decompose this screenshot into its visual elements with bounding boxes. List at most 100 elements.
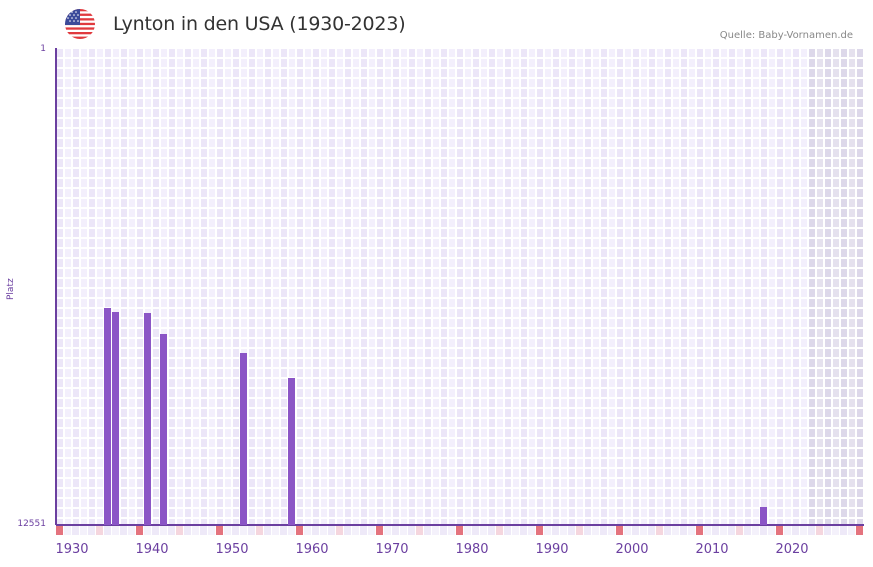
year-marker: [640, 526, 647, 535]
year-marker: [520, 526, 527, 535]
year-marker: [608, 526, 615, 535]
year-marker: [680, 526, 687, 535]
x-tick-2020: 2020: [775, 542, 809, 557]
year-marker: [432, 526, 439, 535]
year-marker: [248, 526, 255, 535]
year-marker: [528, 526, 535, 535]
us-flag-icon: [65, 9, 95, 39]
year-marker: [464, 526, 471, 535]
year-marker: [440, 526, 447, 535]
year-marker: [288, 526, 295, 535]
year-marker: [512, 526, 519, 535]
year-marker: [64, 526, 71, 535]
year-marker: [448, 526, 455, 535]
year-marker: [176, 526, 183, 535]
y-axis-line: [55, 48, 57, 525]
year-marker: [840, 526, 847, 535]
year-marker: [728, 526, 735, 535]
year-marker: [704, 526, 711, 535]
year-marker: [224, 526, 231, 535]
bar-1934[interactable]: [104, 307, 111, 525]
year-marker: [752, 526, 759, 535]
year-marker: [128, 526, 135, 535]
year-marker: [768, 526, 775, 535]
year-marker: [744, 526, 751, 535]
year-marker: [232, 526, 239, 535]
year-marker: [88, 526, 95, 535]
year-marker: [568, 526, 575, 535]
bar-1935[interactable]: [112, 311, 119, 525]
year-marker: [280, 526, 287, 535]
year-marker: [824, 526, 831, 535]
year-marker: [800, 526, 807, 535]
year-marker: [384, 526, 391, 535]
bar-1957[interactable]: [288, 377, 295, 525]
year-marker: [312, 526, 319, 535]
bar-1951[interactable]: [240, 352, 247, 525]
year-marker: [368, 526, 375, 535]
year-marker: [144, 526, 151, 535]
x-tick-1980: 1980: [455, 542, 489, 557]
year-marker: [192, 526, 199, 535]
year-marker: [472, 526, 479, 535]
x-tick-1930: 1930: [55, 542, 89, 557]
year-marker: [816, 526, 823, 535]
year-marker: [200, 526, 207, 535]
year-marker: [296, 526, 303, 535]
year-marker: [848, 526, 855, 535]
year-marker: [72, 526, 79, 535]
year-marker: [672, 526, 679, 535]
bar-2016[interactable]: [760, 506, 767, 525]
year-marker: [344, 526, 351, 535]
year-marker: [336, 526, 343, 535]
y-axis-label: Platz: [6, 278, 16, 300]
plot-area: [57, 49, 863, 525]
year-marker: [168, 526, 175, 535]
bar-1941[interactable]: [160, 333, 167, 525]
year-marker: [560, 526, 567, 535]
year-marker: [136, 526, 143, 535]
year-marker: [80, 526, 87, 535]
year-marker: [152, 526, 159, 535]
year-marker: [320, 526, 327, 535]
x-tick-1970: 1970: [375, 542, 409, 557]
year-marker: [616, 526, 623, 535]
year-marker: [256, 526, 263, 535]
year-marker: [360, 526, 367, 535]
year-marker: [488, 526, 495, 535]
x-tick-1990: 1990: [535, 542, 569, 557]
year-marker: [96, 526, 103, 535]
year-marker: [576, 526, 583, 535]
x-tick-1940: 1940: [135, 542, 169, 557]
year-marker: [184, 526, 191, 535]
year-marker: [648, 526, 655, 535]
year-marker: [208, 526, 215, 535]
year-marker: [536, 526, 543, 535]
year-marker: [408, 526, 415, 535]
year-marker: [696, 526, 703, 535]
source-label: Quelle: Baby-Vornamen.de: [719, 30, 853, 41]
y-tick-top: 1: [40, 44, 46, 54]
year-marker: [104, 526, 111, 535]
year-marker: [272, 526, 279, 535]
year-marker: [584, 526, 591, 535]
year-marker: [496, 526, 503, 535]
year-marker: [240, 526, 247, 535]
x-tick-2010: 2010: [695, 542, 729, 557]
year-marker: [376, 526, 383, 535]
x-axis-line: [56, 524, 864, 526]
year-marker: [632, 526, 639, 535]
year-marker: [56, 526, 63, 535]
year-marker: [264, 526, 271, 535]
year-marker: [416, 526, 423, 535]
bar-1939[interactable]: [144, 312, 151, 525]
year-marker: [760, 526, 767, 535]
year-marker: [712, 526, 719, 535]
year-marker: [160, 526, 167, 535]
year-marker: [656, 526, 663, 535]
year-marker: [832, 526, 839, 535]
year-marker: [720, 526, 727, 535]
year-marker: [808, 526, 815, 535]
year-marker: [424, 526, 431, 535]
year-marker: [688, 526, 695, 535]
